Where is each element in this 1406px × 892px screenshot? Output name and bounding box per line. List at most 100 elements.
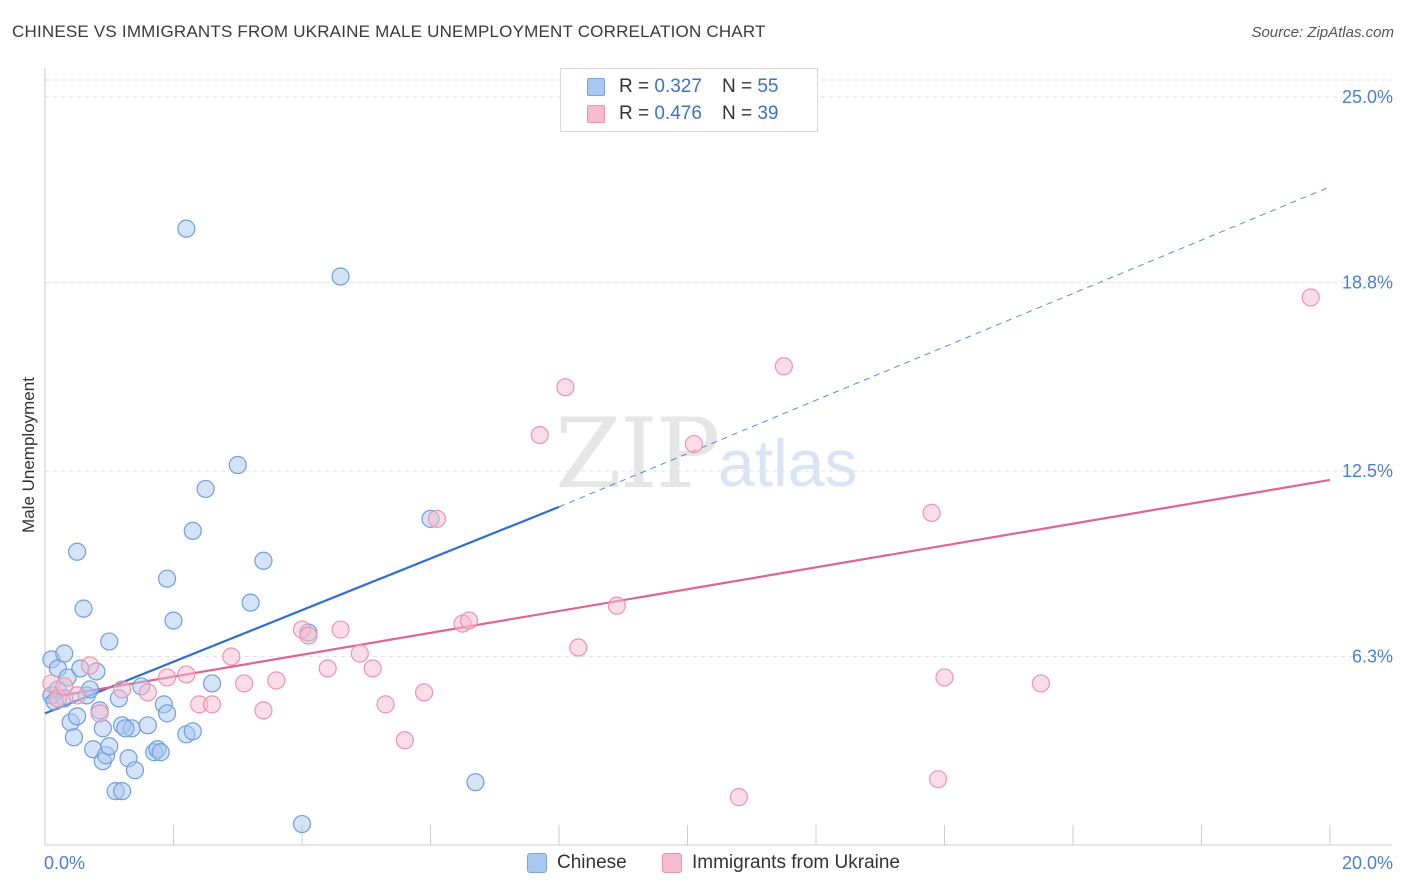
legend-row-ukraine: R = 0.476 N = 39	[587, 101, 778, 127]
point-chinese	[100, 632, 119, 651]
point-chinese	[157, 704, 177, 723]
point-ukraine	[729, 788, 749, 807]
trend-extension-chinese	[558, 186, 1331, 508]
point-chinese	[112, 782, 132, 801]
point-chinese	[164, 611, 183, 630]
y-tick-label: 6.3%	[1352, 647, 1393, 667]
point-chinese	[55, 644, 74, 663]
point-chinese	[183, 521, 202, 540]
legend-r-label: R =	[619, 103, 650, 124]
point-ukraine	[922, 503, 941, 522]
data-points	[42, 219, 1320, 834]
point-chinese	[151, 743, 170, 762]
point-ukraine	[1301, 288, 1320, 307]
y-tick-label: 12.5%	[1342, 461, 1393, 481]
point-ukraine	[222, 647, 241, 666]
legend-swatch-ukraine	[587, 105, 605, 123]
point-ukraine	[414, 683, 434, 702]
point-chinese	[292, 814, 312, 834]
legend-r-value: 0.476	[654, 103, 702, 124]
point-chinese	[68, 707, 87, 726]
chart-title: CHINESE VS IMMIGRANTS FROM UKRAINE MALE …	[12, 22, 766, 41]
point-ukraine	[299, 626, 318, 645]
point-chinese	[331, 267, 350, 286]
y-tick-label: 25.0%	[1342, 87, 1393, 107]
point-ukraine	[1031, 674, 1050, 693]
point-ukraine	[376, 695, 395, 714]
point-chinese	[177, 219, 196, 238]
point-ukraine	[607, 596, 626, 615]
point-ukraine	[427, 509, 447, 528]
point-ukraine	[530, 425, 549, 445]
point-chinese	[100, 737, 119, 756]
point-ukraine	[202, 695, 222, 714]
point-chinese	[125, 761, 145, 780]
point-ukraine	[774, 357, 793, 376]
point-ukraine	[459, 611, 479, 630]
point-chinese	[254, 551, 273, 570]
point-chinese	[116, 719, 135, 738]
x-tick-label: 0.0%	[44, 853, 85, 873]
legend-r-value: 0.327	[654, 76, 702, 97]
legend-row-chinese: R = 0.327 N = 55	[587, 74, 778, 100]
bottom-legend-label-chinese: Chinese	[557, 852, 627, 873]
legend-n-label: N =	[721, 76, 753, 97]
legend-n-value: 39	[757, 103, 779, 124]
point-ukraine	[138, 683, 157, 702]
point-chinese	[157, 569, 177, 588]
chart-source: Source: ZipAtlas.com	[1251, 24, 1394, 41]
x-tick-label: 20.0%	[1342, 853, 1393, 873]
y-axis-label: Male Unemployment	[19, 377, 38, 533]
trend-line-ukraine	[44, 478, 1331, 700]
trend-line-chinese	[44, 505, 560, 715]
point-ukraine	[157, 668, 177, 687]
watermark-atlas: atlas	[718, 426, 858, 500]
tick-labels: 6.3% 12.5% 18.8% 25.0% 0.0% 20.0%	[44, 87, 1393, 873]
bottom-legend-swatch-chinese	[527, 853, 547, 873]
bottom-legend-swatch-ukraine	[662, 853, 682, 873]
point-ukraine	[235, 674, 254, 693]
point-ukraine	[395, 731, 414, 750]
point-ukraine	[80, 656, 100, 675]
point-chinese	[202, 674, 222, 693]
point-chinese	[138, 716, 157, 735]
grid-lines	[45, 79, 1392, 658]
point-chinese	[466, 773, 485, 792]
point-ukraine	[55, 677, 74, 696]
legend-n-label: N =	[721, 103, 753, 124]
point-ukraine	[569, 638, 588, 657]
point-ukraine	[318, 659, 337, 678]
point-chinese	[68, 542, 87, 561]
point-ukraine	[684, 434, 704, 454]
legend-r-label: R =	[619, 76, 650, 97]
point-ukraine	[254, 701, 273, 720]
bottom-legend-chinese: Chinese	[527, 852, 627, 874]
point-ukraine	[928, 770, 948, 789]
watermark-zip: ZIP	[555, 398, 720, 510]
point-ukraine	[556, 378, 575, 397]
point-ukraine	[112, 680, 132, 699]
point-ukraine	[68, 686, 87, 705]
point-chinese	[241, 593, 260, 612]
point-chinese	[74, 599, 93, 618]
bottom-legend-label-ukraine: Immigrants from Ukraine	[692, 852, 900, 873]
point-chinese	[183, 722, 202, 741]
point-chinese	[93, 719, 112, 738]
point-chinese	[64, 728, 84, 747]
legend: R = 0.327 N = 55 R = 0.476 N = 39	[560, 68, 818, 132]
point-ukraine	[363, 659, 382, 678]
point-ukraine	[177, 665, 196, 684]
point-ukraine	[350, 644, 369, 663]
point-ukraine	[331, 620, 350, 639]
point-ukraine	[90, 704, 109, 723]
bottom-legend-ukraine: Immigrants from Ukraine	[662, 852, 900, 874]
legend-swatch-chinese	[587, 78, 605, 96]
point-ukraine	[935, 668, 954, 687]
legend-n-value: 55	[757, 76, 779, 97]
y-tick-label: 18.8%	[1342, 273, 1393, 293]
point-chinese	[196, 479, 215, 499]
point-chinese	[228, 455, 247, 475]
axes	[44, 68, 1392, 846]
point-ukraine	[267, 671, 286, 690]
